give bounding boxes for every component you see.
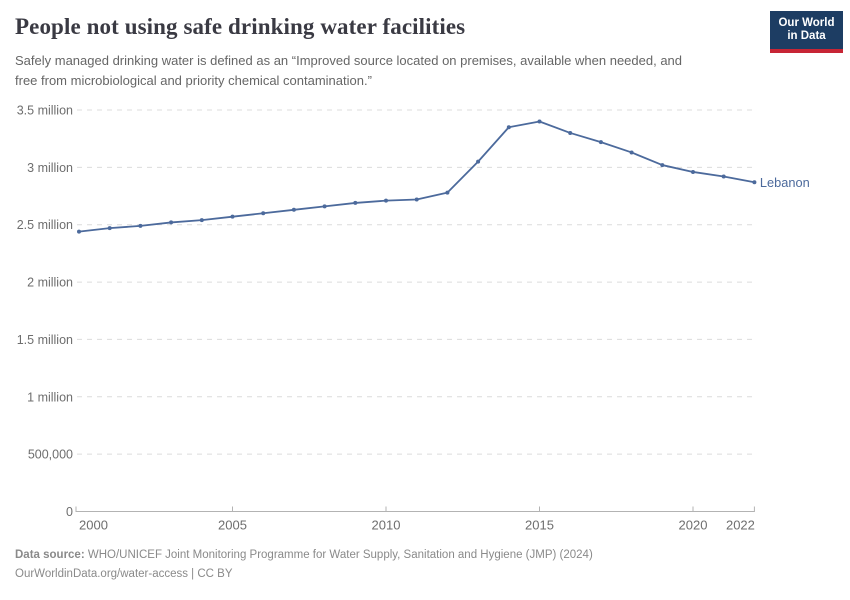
data-source-line: Data source: WHO/UNICEF Joint Monitoring… [15, 546, 593, 565]
y-tick-label: 3.5 million [17, 104, 73, 118]
data-point[interactable] [322, 204, 327, 209]
x-tick-label: 2022 [726, 518, 755, 533]
y-tick-label: 2.5 million [17, 218, 73, 232]
data-point[interactable] [291, 207, 296, 212]
citation-line: OurWorldinData.org/water-access | CC BY [15, 568, 233, 580]
data-point[interactable] [476, 159, 481, 164]
data-point[interactable] [629, 150, 634, 155]
chart-subtitle: Safely managed drinking water is defined… [15, 53, 683, 89]
y-tick-label: 2 million [27, 276, 73, 290]
data-point[interactable] [384, 198, 388, 203]
data-point[interactable] [568, 130, 573, 135]
data-point[interactable] [660, 163, 665, 168]
x-tick-label: 2000 [79, 518, 108, 533]
x-tick-label: 2015 [525, 518, 554, 533]
x-tick-label: 2005 [218, 518, 247, 533]
owid-logo-line2: in Data [787, 30, 826, 42]
data-point[interactable] [506, 125, 511, 130]
series-label-lebanon[interactable]: Lebanon [760, 175, 810, 190]
data-point[interactable] [414, 197, 419, 202]
data-point[interactable] [353, 200, 358, 205]
x-tick-label: 2020 [679, 518, 708, 533]
data-point[interactable] [138, 223, 143, 228]
data-point[interactable] [199, 218, 204, 223]
data-point[interactable] [77, 229, 81, 234]
page-title: People not using safe drinking water fac… [15, 14, 466, 39]
data-point[interactable] [721, 174, 726, 179]
data-point[interactable] [691, 169, 695, 174]
data-source-label: Data source: [15, 549, 85, 561]
data-point[interactable] [230, 214, 235, 219]
x-axis [75, 506, 755, 512]
y-tick-label: 1 million [27, 390, 73, 404]
chart-footer: Data source: WHO/UNICEF Joint Monitoring… [15, 546, 593, 584]
data-source-text: WHO/UNICEF Joint Monitoring Programme fo… [84, 549, 593, 561]
y-tick-label: 0 [66, 505, 73, 519]
series-line-lebanon[interactable] [78, 120, 756, 233]
data-point[interactable] [169, 220, 174, 225]
data-point[interactable] [107, 226, 112, 231]
y-tick-label: 3 million [27, 161, 73, 175]
y-tick-label: 500,000 [28, 448, 73, 462]
y-tick-label: 1.5 million [17, 333, 73, 347]
data-point[interactable] [261, 211, 266, 216]
data-point[interactable] [537, 119, 542, 124]
x-tick-label: 2010 [372, 518, 401, 533]
data-point[interactable] [752, 180, 757, 185]
owid-logo-line1: Our World [778, 16, 835, 29]
owid-logo[interactable]: Our World in Data [770, 11, 843, 53]
data-point[interactable] [598, 140, 603, 145]
data-point[interactable] [445, 190, 450, 195]
